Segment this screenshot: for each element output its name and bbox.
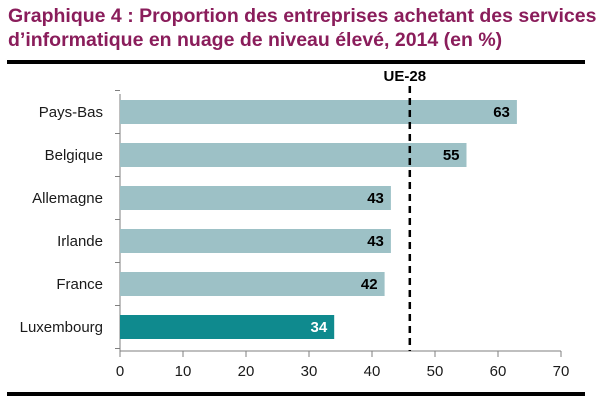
bar-luxembourg — [120, 315, 335, 339]
data-label: 43 — [367, 190, 384, 207]
bar-belgique — [120, 143, 467, 167]
bar-allemagne — [120, 186, 391, 210]
category-label: Belgique — [45, 147, 103, 164]
x-tick-label: 20 — [238, 363, 255, 380]
data-label: 63 — [493, 104, 510, 121]
data-label: 55 — [443, 147, 460, 164]
category-label: France — [56, 276, 103, 293]
x-tick-label: 60 — [490, 363, 507, 380]
category-label: Irlande — [57, 233, 103, 250]
x-tick-label: 0 — [116, 363, 124, 380]
x-tick-label: 50 — [427, 363, 444, 380]
reference-line-label: UE-28 — [384, 68, 427, 85]
category-label: Allemagne — [32, 190, 103, 207]
x-tick-label: 30 — [301, 363, 318, 380]
bar-france — [120, 272, 385, 296]
category-label: Luxembourg — [20, 319, 103, 336]
chart-title: Graphique 4 : Proportion des entreprises… — [8, 5, 597, 51]
x-tick-label: 10 — [175, 363, 192, 380]
bar-pays-bas — [120, 100, 517, 124]
title-divider — [7, 60, 585, 64]
data-label: 42 — [361, 276, 378, 293]
data-label: 34 — [311, 319, 328, 336]
x-tick-label: 70 — [553, 363, 570, 380]
x-tick-label: 40 — [364, 363, 381, 380]
category-label: Pays-Bas — [39, 104, 103, 121]
data-label: 43 — [367, 233, 384, 250]
bar-irlande — [120, 229, 391, 253]
bottom-divider — [7, 392, 585, 396]
